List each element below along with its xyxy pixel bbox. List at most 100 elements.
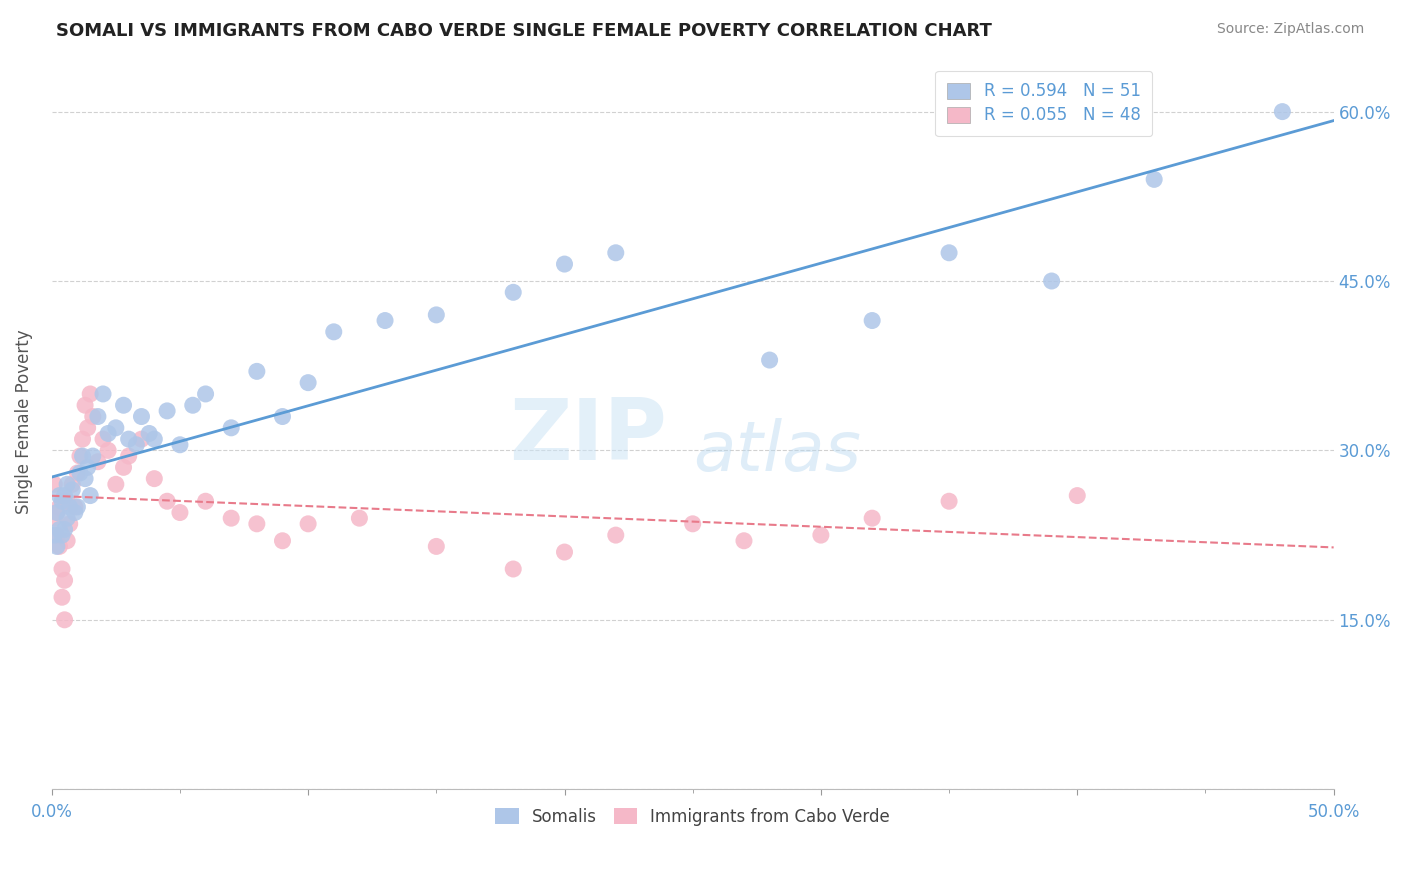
Point — [72, 432, 94, 446]
Point — [349, 511, 371, 525]
Point — [63, 506, 86, 520]
Point — [60, 483, 83, 497]
Point — [79, 489, 101, 503]
Point — [104, 421, 127, 435]
Point — [1066, 489, 1088, 503]
Point — [143, 472, 166, 486]
Point — [425, 308, 447, 322]
Point — [1040, 274, 1063, 288]
Point — [59, 500, 82, 514]
Point — [82, 409, 104, 424]
Point — [56, 511, 79, 525]
Point — [56, 494, 79, 508]
Point — [553, 545, 575, 559]
Point — [938, 245, 960, 260]
Point — [53, 574, 76, 588]
Point — [63, 500, 86, 514]
Point — [502, 562, 524, 576]
Point — [45, 506, 67, 520]
Point — [75, 472, 97, 486]
Point — [87, 455, 110, 469]
Point — [758, 353, 780, 368]
Point — [502, 285, 524, 300]
Point — [45, 506, 67, 520]
Point — [76, 460, 98, 475]
Point — [605, 245, 627, 260]
Point — [156, 494, 179, 508]
Point — [76, 421, 98, 435]
Point — [553, 257, 575, 271]
Text: Source: ZipAtlas.com: Source: ZipAtlas.com — [1216, 22, 1364, 37]
Point — [45, 528, 67, 542]
Point — [131, 432, 153, 446]
Text: SOMALI VS IMMIGRANTS FROM CABO VERDE SINGLE FEMALE POVERTY CORRELATION CHART: SOMALI VS IMMIGRANTS FROM CABO VERDE SIN… — [56, 22, 993, 40]
Point — [118, 449, 141, 463]
Point — [51, 494, 73, 508]
Point — [56, 533, 79, 548]
Point — [75, 398, 97, 412]
Point — [194, 494, 217, 508]
Point — [246, 364, 269, 378]
Point — [44, 528, 66, 542]
Point — [66, 500, 89, 514]
Point — [322, 325, 344, 339]
Point — [169, 438, 191, 452]
Point — [59, 516, 82, 531]
Point — [1143, 172, 1166, 186]
Point — [1271, 104, 1294, 119]
Point — [131, 409, 153, 424]
Point — [60, 477, 83, 491]
Point — [810, 528, 832, 542]
Point — [425, 540, 447, 554]
Point — [219, 421, 242, 435]
Point — [297, 516, 319, 531]
Point — [143, 432, 166, 446]
Legend: Somalis, Immigrants from Cabo Verde: Somalis, Immigrants from Cabo Verde — [485, 798, 900, 836]
Point — [860, 511, 883, 525]
Point — [271, 409, 294, 424]
Point — [51, 591, 73, 605]
Point — [297, 376, 319, 390]
Point — [194, 387, 217, 401]
Point — [156, 404, 179, 418]
Point — [682, 516, 704, 531]
Point — [860, 313, 883, 327]
Point — [48, 489, 70, 503]
Point — [51, 562, 73, 576]
Point — [45, 540, 67, 554]
Point — [69, 466, 91, 480]
Point — [97, 426, 120, 441]
Point — [48, 523, 70, 537]
Point — [91, 432, 114, 446]
Point — [87, 409, 110, 424]
Text: atlas: atlas — [693, 418, 860, 485]
Point — [53, 523, 76, 537]
Point — [53, 489, 76, 503]
Point — [733, 533, 755, 548]
Point — [112, 398, 135, 412]
Point — [118, 432, 141, 446]
Point — [48, 500, 70, 514]
Point — [79, 387, 101, 401]
Point — [938, 494, 960, 508]
Point — [82, 449, 104, 463]
Point — [605, 528, 627, 542]
Point — [69, 449, 91, 463]
Point — [169, 506, 191, 520]
Y-axis label: Single Female Poverty: Single Female Poverty — [15, 330, 32, 515]
Point — [246, 516, 269, 531]
Point — [66, 466, 89, 480]
Point — [44, 511, 66, 525]
Point — [51, 528, 73, 542]
Point — [53, 613, 76, 627]
Point — [72, 449, 94, 463]
Point — [104, 477, 127, 491]
Point — [125, 438, 148, 452]
Point — [91, 387, 114, 401]
Point — [181, 398, 204, 412]
Point — [48, 540, 70, 554]
Point — [44, 477, 66, 491]
Point — [138, 426, 160, 441]
Point — [97, 443, 120, 458]
Text: ZIP: ZIP — [509, 395, 666, 478]
